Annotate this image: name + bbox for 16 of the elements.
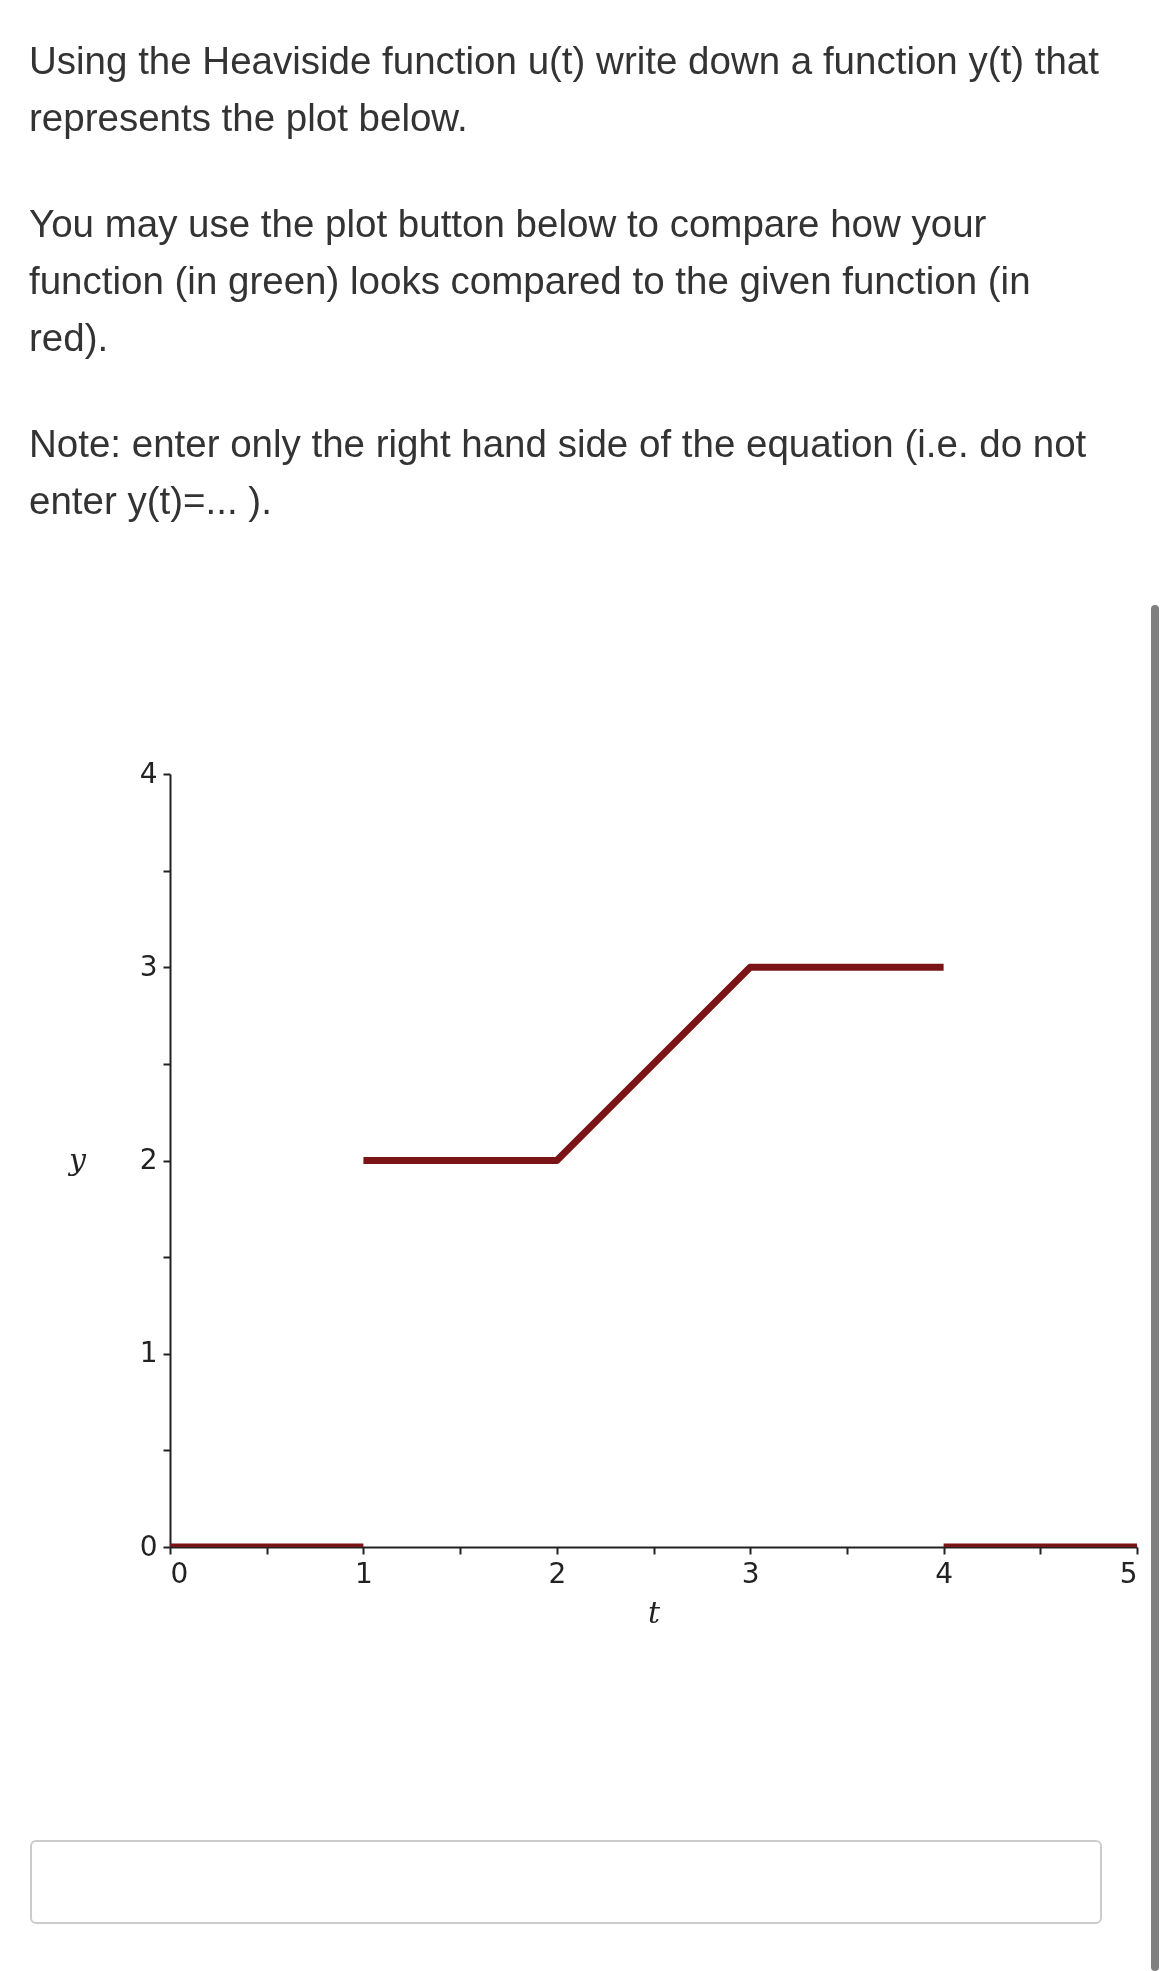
x-tick-label: 4: [935, 1556, 954, 1590]
x-tick-label: 2: [548, 1556, 567, 1590]
y-tick-label: 1: [139, 1336, 158, 1370]
x-tick-label: 5: [1119, 1556, 1138, 1590]
y-tick-label: 3: [139, 949, 158, 983]
x-tick-label: 1: [354, 1556, 373, 1590]
text: Note: enter only the right hand side of the equation (i.e. do not enter y(t)=... ).: [29, 421, 1088, 524]
chart-subtitle: You may use the plot button below to compare how your function (in green) looks compared to the given function (in red).: [29, 201, 1032, 361]
x-tick-label: 0: [170, 1556, 189, 1590]
y-tick-label: 0: [139, 1529, 158, 1563]
y-tick-label: 4: [139, 756, 158, 790]
y-tick-label: 2: [139, 1143, 158, 1176]
x-axis-title: t: [647, 1594, 661, 1630]
x-tick-label: 3: [741, 1556, 760, 1590]
y-axis-title: y: [67, 1141, 88, 1177]
chart-title: Using the Heaviside function u(t) write down a function y(t) that represents the plot below.: [29, 38, 1100, 141]
